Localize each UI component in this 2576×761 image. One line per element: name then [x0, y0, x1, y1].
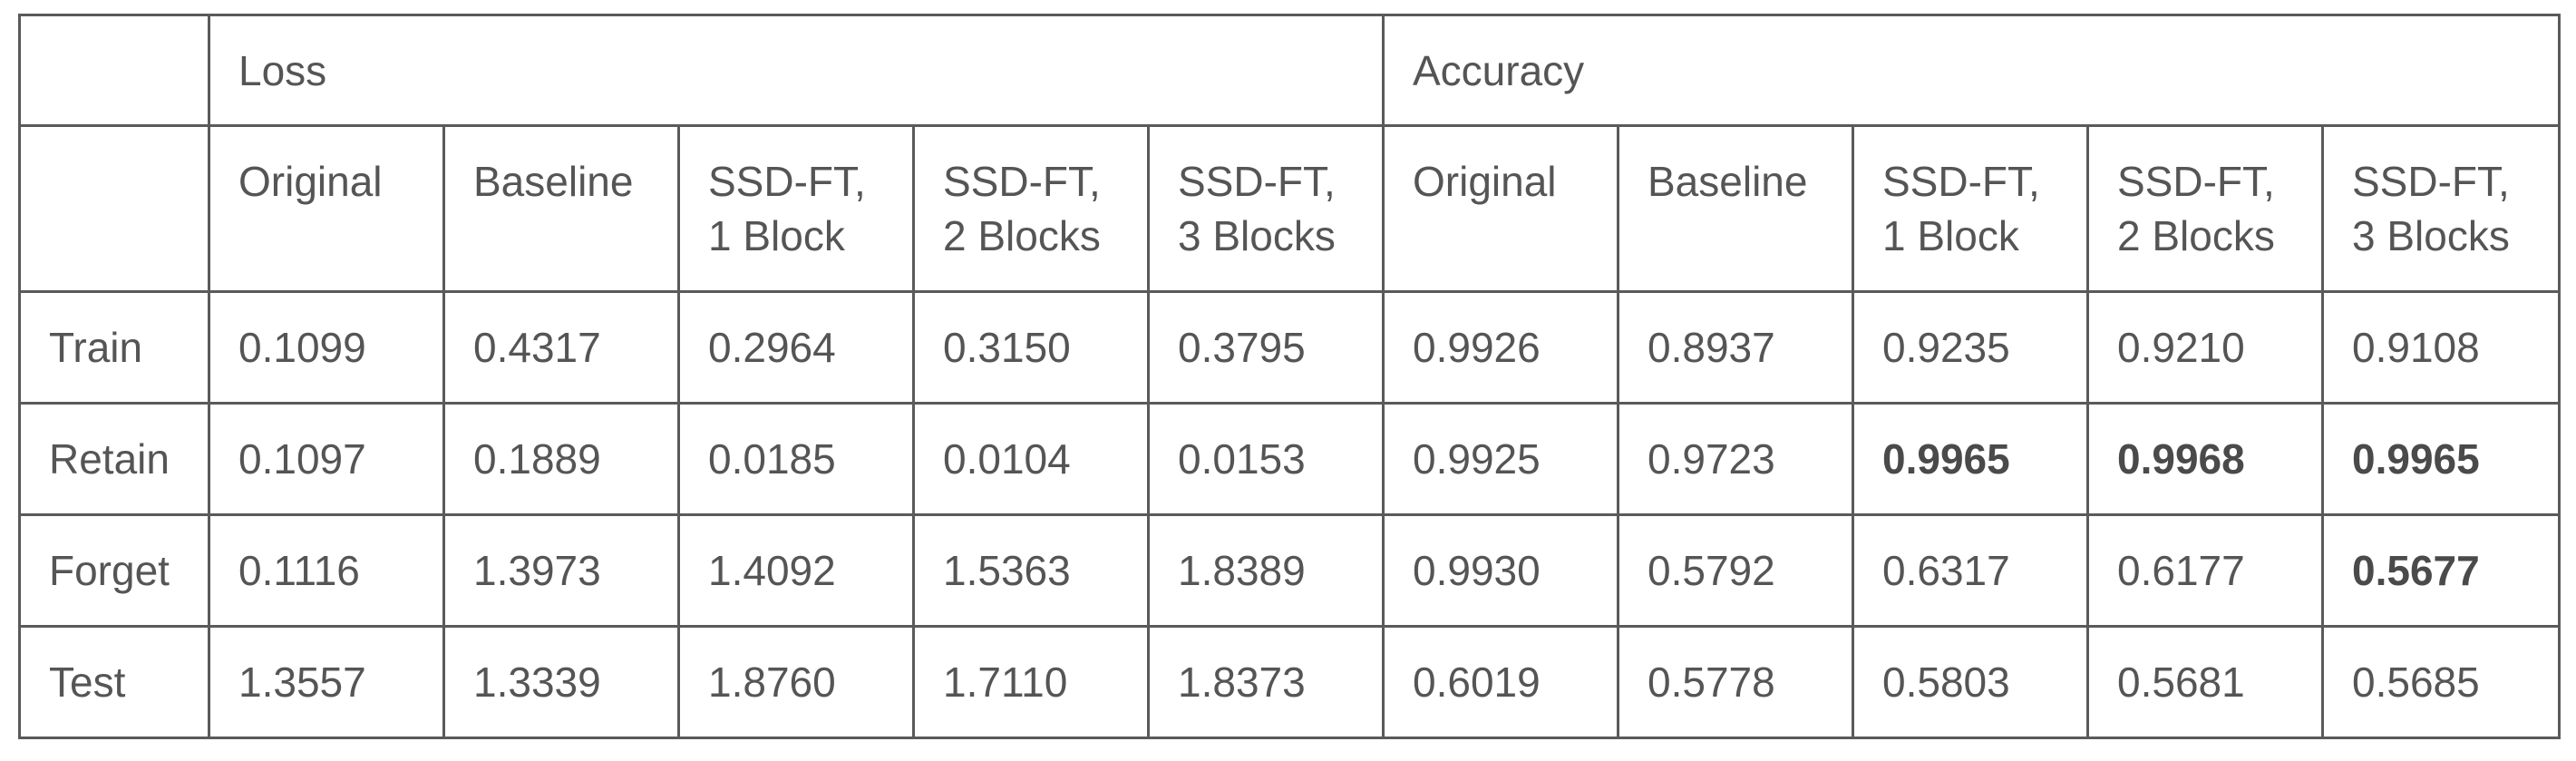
loss-cell: 0.3150: [912, 290, 1150, 405]
accuracy-cell: 0.5803: [1852, 625, 2089, 739]
loss-cell: 1.8760: [677, 625, 915, 739]
table-row: Forget 0.1116 1.3973 1.4092 1.5363 1.838…: [18, 513, 2561, 628]
accuracy-cell: 0.6019: [1382, 625, 1619, 739]
accuracy-cell: 0.6177: [2086, 513, 2324, 628]
table-row: Test 1.3557 1.3339 1.8760 1.7110 1.8373 …: [18, 625, 2561, 739]
group-header-accuracy: Accuracy: [1381, 14, 2561, 127]
accuracy-cell: 0.9210: [2086, 290, 2324, 405]
accuracy-cell: 0.9235: [1852, 290, 2089, 405]
loss-cell: 1.5363: [912, 513, 1150, 628]
acc-col-baseline: Baseline: [1617, 124, 1854, 293]
accuracy-cell: 0.5778: [1617, 625, 1854, 739]
row-label: Test: [18, 625, 210, 739]
acc-col-ssd-3-blocks: SSD-FT, 3 Blocks: [2320, 124, 2561, 293]
loss-col-baseline: Baseline: [442, 124, 680, 293]
accuracy-cell: 0.6317: [1852, 513, 2089, 628]
loss-cell: 0.4317: [442, 290, 680, 405]
accuracy-cell: 0.9108: [2320, 290, 2561, 405]
loss-cell: 0.1099: [208, 290, 445, 405]
loss-col-ssd-2-blocks: SSD-FT, 2 Blocks: [912, 124, 1150, 293]
loss-cell: 1.8373: [1147, 625, 1385, 739]
loss-col-original: Original: [208, 124, 445, 293]
row-label: Train: [18, 290, 210, 405]
loss-cell: 0.0153: [1147, 402, 1385, 516]
loss-cell: 1.3973: [442, 513, 680, 628]
loss-cell: 1.7110: [912, 625, 1150, 739]
loss-cell: 0.1097: [208, 402, 445, 516]
loss-cell: 1.4092: [677, 513, 915, 628]
accuracy-cell: 0.9965: [2320, 402, 2561, 516]
accuracy-cell: 0.8937: [1617, 290, 1854, 405]
loss-cell: 0.3795: [1147, 290, 1385, 405]
accuracy-cell: 0.9723: [1617, 402, 1854, 516]
loss-col-ssd-3-blocks: SSD-FT, 3 Blocks: [1147, 124, 1385, 293]
column-header-row: Original Baseline SSD-FT, 1 Block SSD-FT…: [18, 124, 2561, 293]
row-label: Retain: [18, 402, 210, 516]
acc-col-original: Original: [1382, 124, 1619, 293]
table-row: Train 0.1099 0.4317 0.2964 0.3150 0.3795…: [18, 290, 2561, 405]
loss-cell: 0.1116: [208, 513, 445, 628]
loss-cell: 1.3557: [208, 625, 445, 739]
corner-cell: [18, 14, 210, 127]
accuracy-cell: 0.9965: [1852, 402, 2089, 516]
accuracy-cell: 0.9968: [2086, 402, 2324, 516]
results-table: Loss Accuracy Original Baseline SSD-FT, …: [18, 14, 2561, 739]
loss-cell: 0.0104: [912, 402, 1150, 516]
table-row: Retain 0.1097 0.1889 0.0185 0.0104 0.015…: [18, 402, 2561, 516]
loss-cell: 0.2964: [677, 290, 915, 405]
accuracy-cell: 0.9930: [1382, 513, 1619, 628]
accuracy-cell: 0.5677: [2320, 513, 2561, 628]
acc-col-ssd-2-blocks: SSD-FT, 2 Blocks: [2086, 124, 2324, 293]
accuracy-cell: 0.9926: [1382, 290, 1619, 405]
accuracy-cell: 0.5681: [2086, 625, 2324, 739]
accuracy-cell: 0.9925: [1382, 402, 1619, 516]
loss-cell: 0.1889: [442, 402, 680, 516]
loss-col-ssd-1-block: SSD-FT, 1 Block: [677, 124, 915, 293]
loss-cell: 0.0185: [677, 402, 915, 516]
group-header-row: Loss Accuracy: [18, 14, 2561, 127]
row-header-blank: [18, 124, 210, 293]
loss-cell: 1.8389: [1147, 513, 1385, 628]
acc-col-ssd-1-block: SSD-FT, 1 Block: [1852, 124, 2089, 293]
accuracy-cell: 0.5792: [1617, 513, 1854, 628]
group-header-loss: Loss: [208, 14, 1385, 127]
loss-cell: 1.3339: [442, 625, 680, 739]
accuracy-cell: 0.5685: [2320, 625, 2561, 739]
row-label: Forget: [18, 513, 210, 628]
